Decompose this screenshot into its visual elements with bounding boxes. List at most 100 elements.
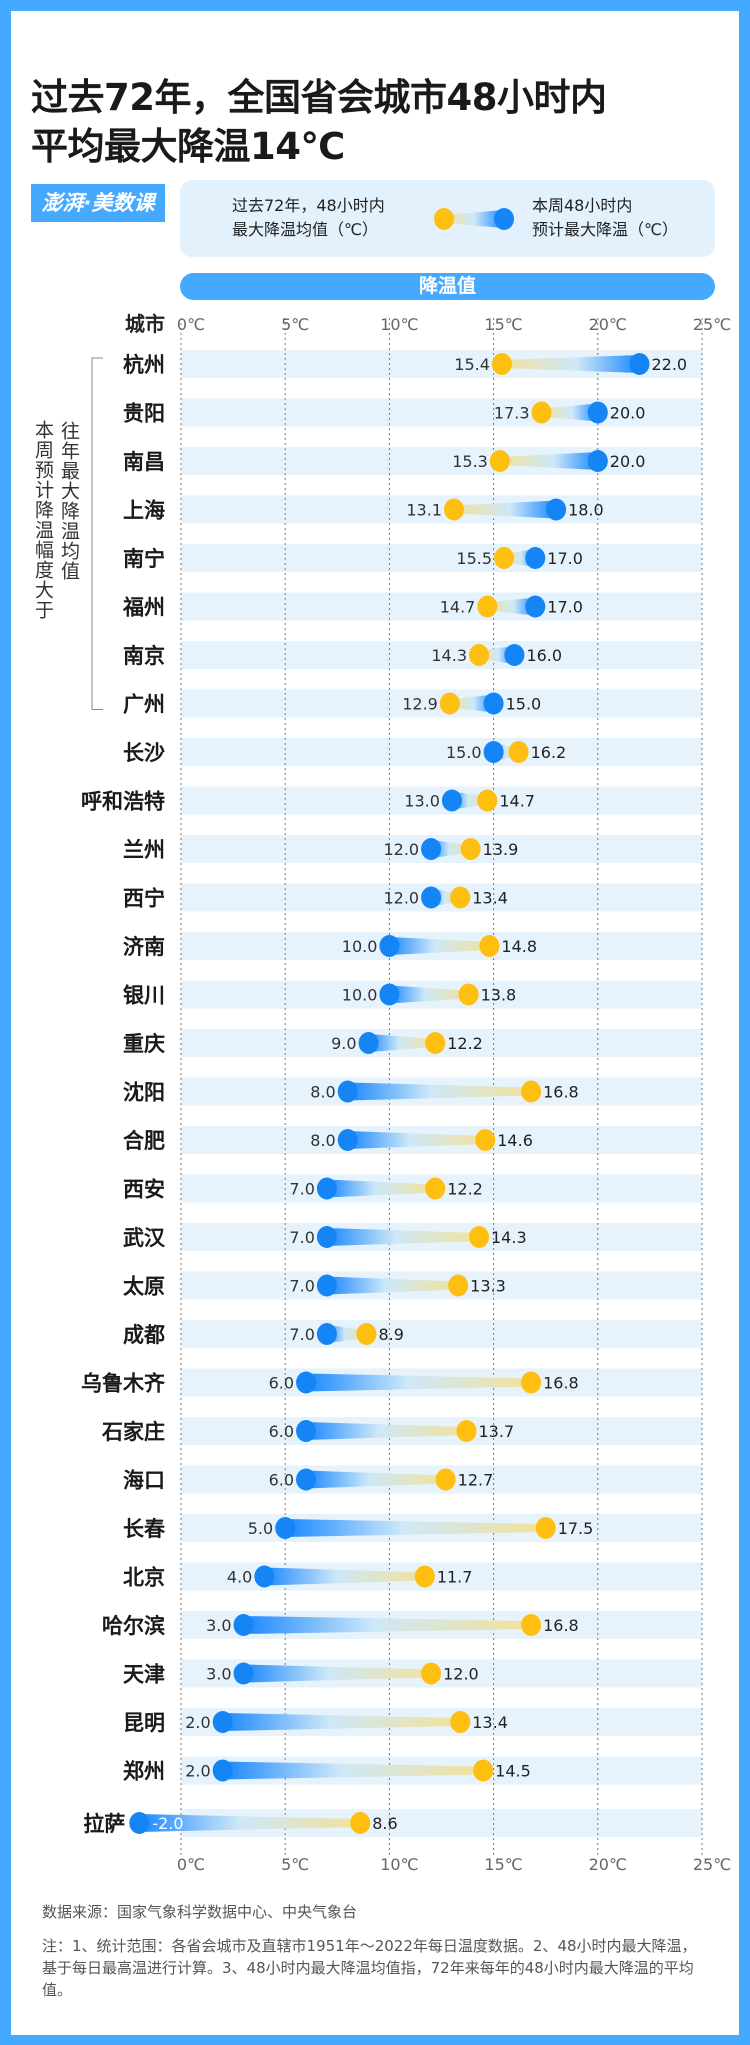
footnotes: 注：1、统计范围：各省会城市及直辖市1951年～2022年每日温度数据。2、48… [42,1937,697,1999]
week-dot [296,1420,317,1442]
avg-dot [414,1565,435,1588]
row-band [181,641,702,669]
avg-dot [350,1812,371,1834]
connector-bar [326,1228,480,1246]
avg-dot [448,1274,469,1297]
week-dot [629,353,650,375]
week-value-label: 4.0 [227,1568,252,1587]
avg-dot [435,1468,456,1491]
week-value-label: 3.0 [206,1616,231,1635]
week-dot [504,644,525,666]
avg-dot [460,838,481,860]
axis-header-bar: 降温值 [180,273,715,300]
week-dot [316,1177,337,1200]
city-label: 天津 [123,1663,165,1687]
avg-value-label: 13.7 [479,1422,515,1441]
x-tick-label-bottom: 10℃ [380,1855,418,1874]
avg-value-label: 14.7 [499,792,535,811]
legend-gradient-bar [444,210,504,228]
week-value-label: 17.0 [547,549,583,568]
avg-dot [475,1129,496,1151]
week-dot [421,886,442,909]
avg-value-label: 14.5 [495,1762,531,1781]
city-label: 昆明 [123,1711,165,1735]
week-value-label: 3.0 [206,1665,231,1684]
avg-value-label: 15.4 [454,355,490,374]
city-label: 呼和浩特 [81,790,165,814]
city-label: 成都 [123,1323,165,1347]
x-tick-label-top: 15℃ [484,315,522,334]
avg-dot [531,401,552,424]
city-label: 石家庄 [101,1420,165,1444]
week-dot [525,547,546,569]
week-value-label: 13.0 [404,792,440,811]
avg-dot [521,1080,542,1103]
week-value-label: 5.0 [248,1519,273,1538]
avg-value-label: 13.8 [481,986,517,1005]
row-band [181,447,702,475]
x-tick-label-top: 10℃ [380,315,418,334]
city-label: 杭州 [123,353,165,377]
week-dot [587,450,608,472]
avg-dot [535,1517,556,1539]
bracket-line [91,357,103,710]
connector-bar [347,1131,486,1149]
x-tick-label-top: 20℃ [589,315,627,334]
logo: 澎湃·美数课 [31,184,165,222]
city-label: 海口 [123,1469,165,1493]
legend-week-label: 本周48小时内 预计最大降温（℃） [532,194,678,242]
connector-bar [264,1567,425,1586]
x-tick-label-bottom: 20℃ [589,1855,627,1874]
avg-dot [450,1711,471,1733]
week-dot [337,1080,358,1103]
connector-bar [487,597,536,616]
avg-dot [508,741,529,763]
x-tick-label-bottom: 5℃ [281,1855,309,1874]
week-dot [379,983,400,1006]
week-value-label: 6.0 [269,1471,294,1490]
city-label: 上海 [123,499,165,523]
avg-value-label: 13.9 [483,840,519,859]
connector-bar [243,1616,532,1634]
city-label: 西安 [123,1178,165,1202]
week-dot [379,935,400,957]
avg-value-label: 8.6 [372,1814,397,1833]
week-dot [441,789,462,812]
connector-bar [326,1276,459,1295]
avg-value-label: 14.8 [501,937,537,956]
week-value-label: 7.0 [289,1228,314,1247]
avg-value-label: 8.9 [378,1325,403,1344]
avg-dot [494,547,515,569]
avg-dot [477,789,498,812]
avg-value-label: 14.7 [440,598,476,617]
row-band [181,495,702,524]
avg-dot [521,1614,542,1636]
city-label: 武汉 [123,1226,166,1250]
avg-value-label: 13.1 [406,501,442,520]
connector-bar [389,985,469,1004]
avg-dot [421,1662,442,1685]
legend-week-line2: 预计最大降温（℃） [532,220,678,239]
city-label: 郑州 [123,1760,165,1784]
avg-value-label: 15.3 [452,452,488,471]
week-dot [316,1226,337,1248]
week-dot [233,1662,254,1685]
week-dot [421,838,442,860]
connector-bar [347,1082,532,1101]
avg-value-label: 14.6 [497,1131,533,1150]
data-source: 数据来源：国家气象科学数据中心、中央气象台 [42,1903,358,1921]
avg-value-label: 13.3 [470,1277,506,1296]
week-value-label: 12.0 [383,889,419,908]
connector-bar [454,500,557,519]
legend-avg-label: 过去72年，48小时内 最大降温均值（℃） [232,194,385,242]
connector-bar [541,403,598,422]
week-value-label: 2.0 [185,1762,210,1781]
avg-dot [479,935,500,957]
connector-bar [285,1519,546,1537]
avg-dot [473,1759,494,1782]
row-band [181,1320,702,1348]
avg-value-label: 16.2 [531,743,567,762]
connector-bar [368,1034,436,1052]
city-label: 济南 [123,935,165,959]
